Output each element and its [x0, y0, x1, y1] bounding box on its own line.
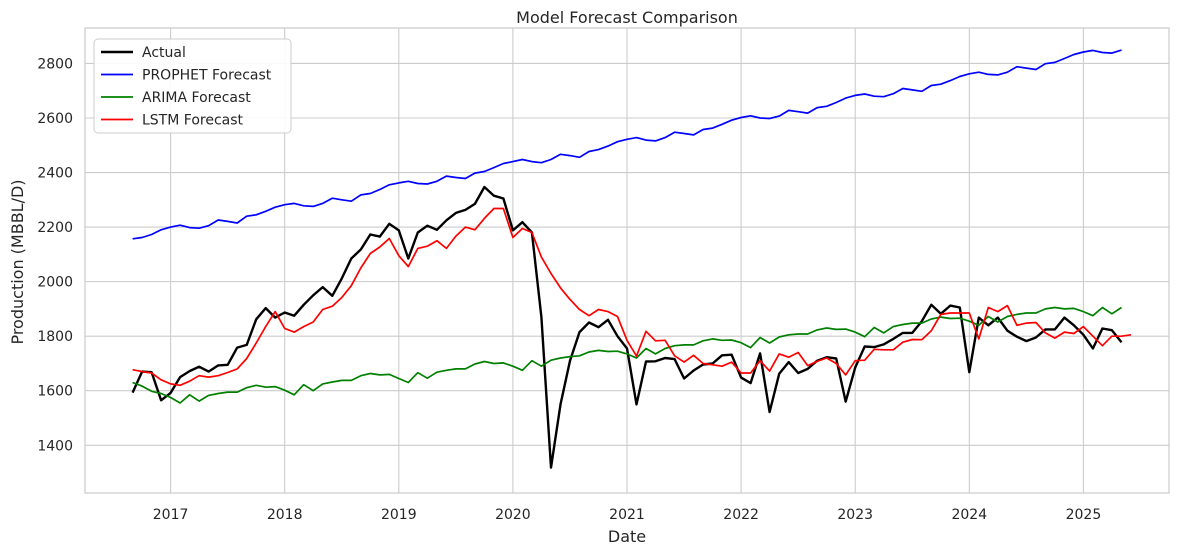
- x-tick-label: 2022: [723, 507, 759, 523]
- x-tick-label: 2020: [495, 507, 531, 523]
- x-tick-label: 2017: [153, 507, 189, 523]
- x-axis-label: Date: [608, 527, 646, 546]
- legend-label: ARIMA Forecast: [142, 90, 251, 106]
- x-tick-label: 2019: [381, 507, 417, 523]
- y-tick-label: 2800: [37, 56, 73, 72]
- y-tick-label: 2000: [37, 275, 73, 291]
- plot-frame: [84, 27, 1170, 494]
- legend-label: Actual: [142, 45, 186, 61]
- y-tick-label: 2200: [37, 220, 73, 236]
- legend-label: PROPHET Forecast: [142, 68, 272, 84]
- legend-label: LSTM Forecast: [142, 113, 244, 129]
- y-tick-labels: 1400 1600 1800 2000 2200 2400 2600 2800: [37, 56, 73, 454]
- x-tick-label: 2018: [267, 507, 303, 523]
- x-tick-label: 2025: [1066, 507, 1102, 523]
- x-tick-label: 2021: [609, 507, 645, 523]
- series-line-prophet-forecast: [132, 49, 1122, 240]
- chart-title: Model Forecast Comparison: [516, 8, 738, 27]
- grid: [85, 28, 1169, 493]
- y-tick-label: 1400: [37, 438, 73, 454]
- x-tick-label: 2024: [951, 507, 987, 523]
- y-tick-label: 2400: [37, 166, 73, 182]
- series-line-lstm-forecast: [132, 207, 1132, 387]
- y-tick-label: 1600: [37, 384, 73, 400]
- y-tick-label: 2600: [37, 111, 73, 127]
- series-line-actual: [131, 185, 1123, 469]
- series-lines: [131, 49, 1132, 469]
- legend: Actual PROPHET Forecast ARIMA Forecast LSTM…: [93, 38, 292, 134]
- y-axis-label: Production (MBBL/D): [8, 179, 27, 344]
- x-tick-labels: 2017 2018 2019 2020 2021 2022 2023 2024 2025: [153, 507, 1101, 523]
- legend-box: [93, 38, 292, 134]
- x-tick-label: 2023: [837, 507, 873, 523]
- series-line-arima-forecast: [132, 306, 1122, 404]
- y-tick-label: 1800: [37, 329, 73, 345]
